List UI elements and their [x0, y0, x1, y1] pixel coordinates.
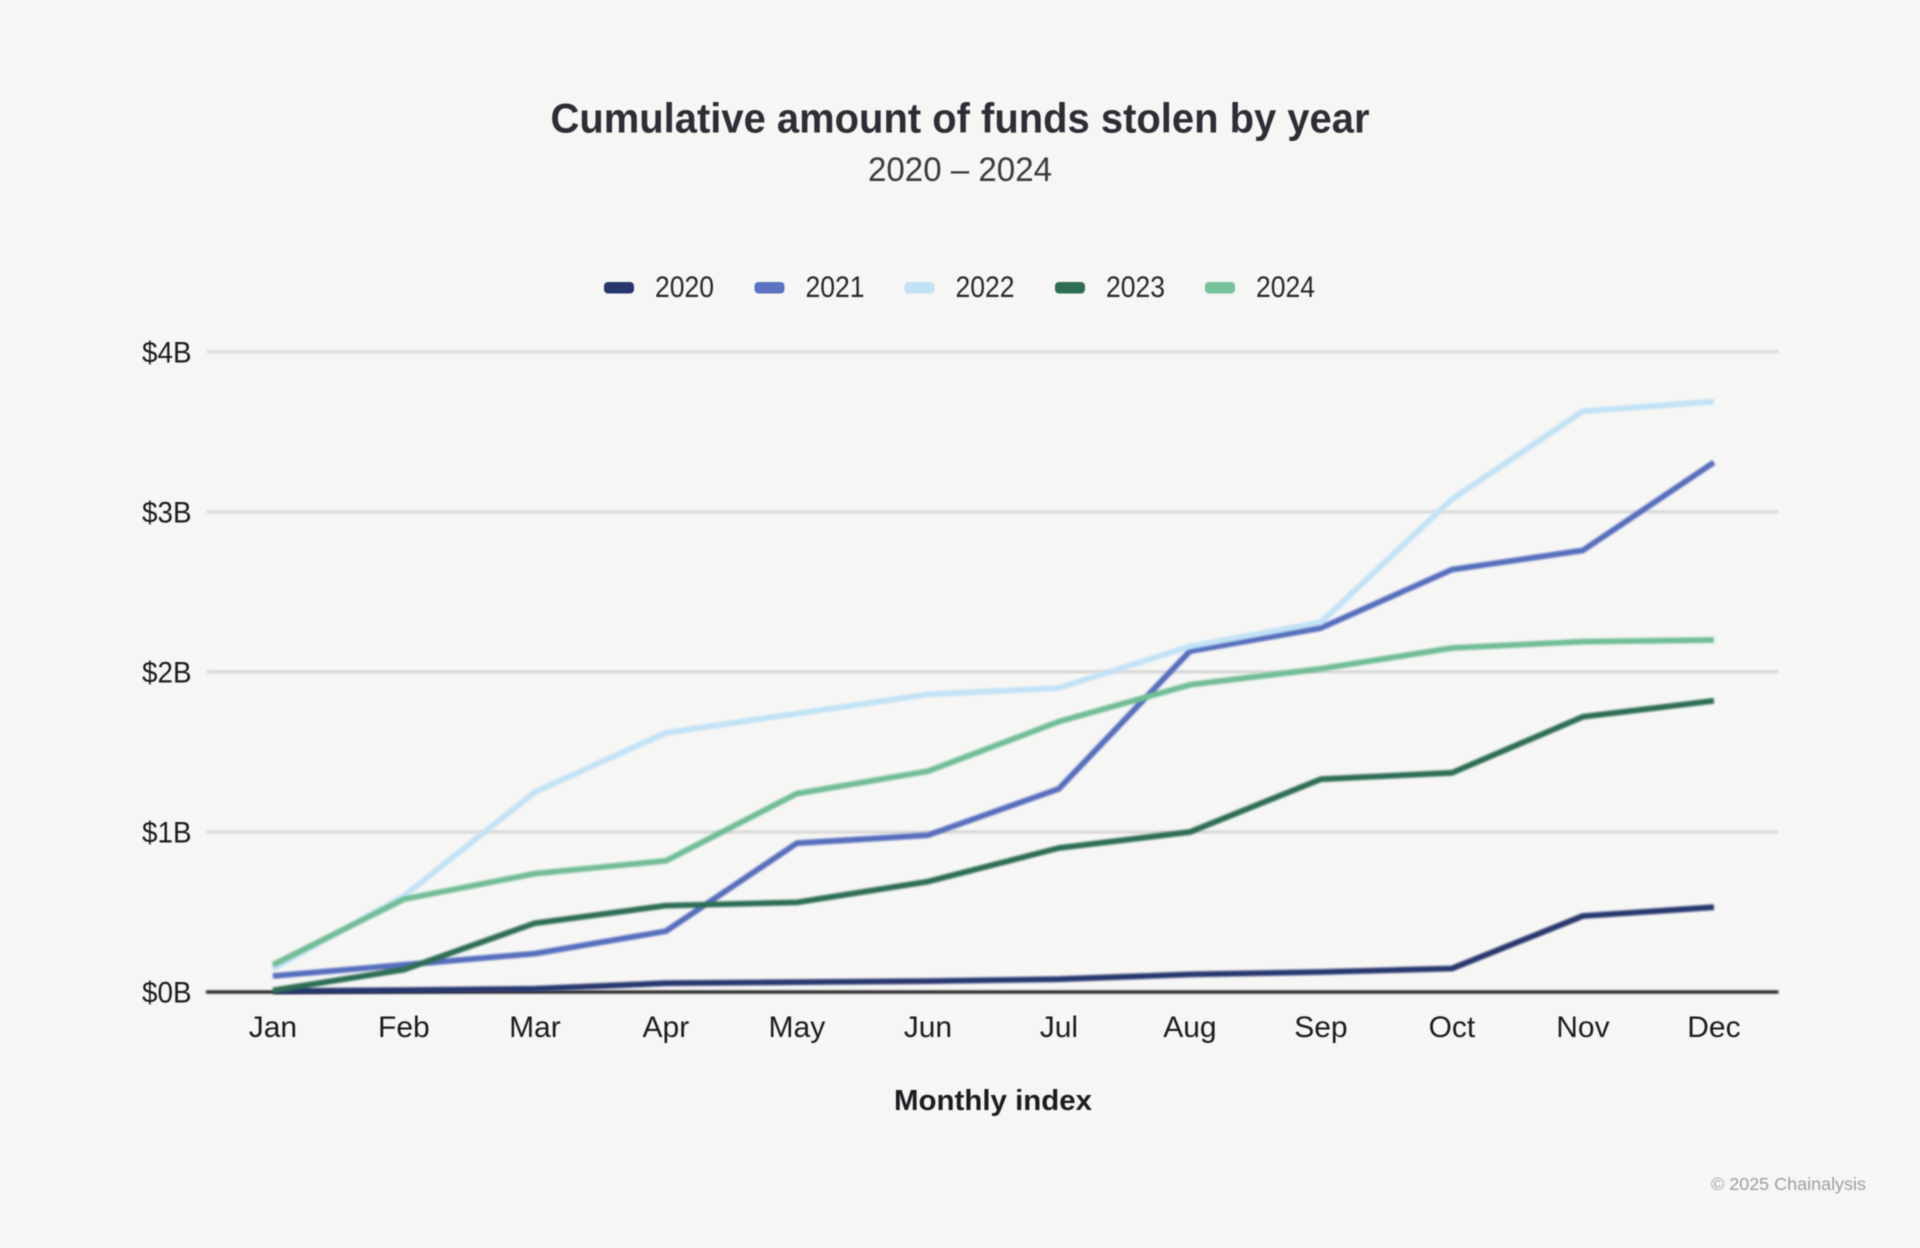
svg-text:© 2025 Chainalysis: © 2025 Chainalysis	[1711, 1174, 1866, 1194]
svg-text:Monthly index: Monthly index	[894, 1085, 1092, 1117]
svg-text:2022: 2022	[956, 271, 1015, 304]
svg-text:2024: 2024	[1256, 271, 1315, 304]
svg-text:Nov: Nov	[1556, 1011, 1609, 1044]
svg-text:Aug: Aug	[1163, 1011, 1216, 1044]
svg-text:$1B: $1B	[142, 817, 192, 850]
svg-text:$2B: $2B	[142, 657, 192, 690]
svg-text:$0B: $0B	[142, 977, 192, 1010]
svg-text:Feb: Feb	[378, 1011, 430, 1044]
svg-text:2020 – 2024: 2020 – 2024	[868, 151, 1052, 189]
svg-text:Sep: Sep	[1294, 1011, 1347, 1044]
svg-text:2023: 2023	[1106, 271, 1165, 304]
svg-text:May: May	[769, 1011, 826, 1044]
svg-text:Jul: Jul	[1040, 1011, 1078, 1044]
svg-text:Jun: Jun	[904, 1011, 952, 1044]
svg-text:Jan: Jan	[249, 1011, 297, 1044]
svg-text:2021: 2021	[806, 271, 865, 304]
svg-text:Mar: Mar	[509, 1011, 561, 1044]
svg-text:Oct: Oct	[1429, 1011, 1476, 1044]
svg-text:2020: 2020	[655, 271, 714, 304]
svg-text:Apr: Apr	[643, 1011, 690, 1044]
svg-text:$3B: $3B	[142, 497, 192, 530]
svg-text:Dec: Dec	[1687, 1011, 1740, 1044]
svg-text:Cumulative amount of funds sto: Cumulative amount of funds stolen by yea…	[551, 95, 1370, 142]
svg-text:$4B: $4B	[142, 337, 192, 370]
